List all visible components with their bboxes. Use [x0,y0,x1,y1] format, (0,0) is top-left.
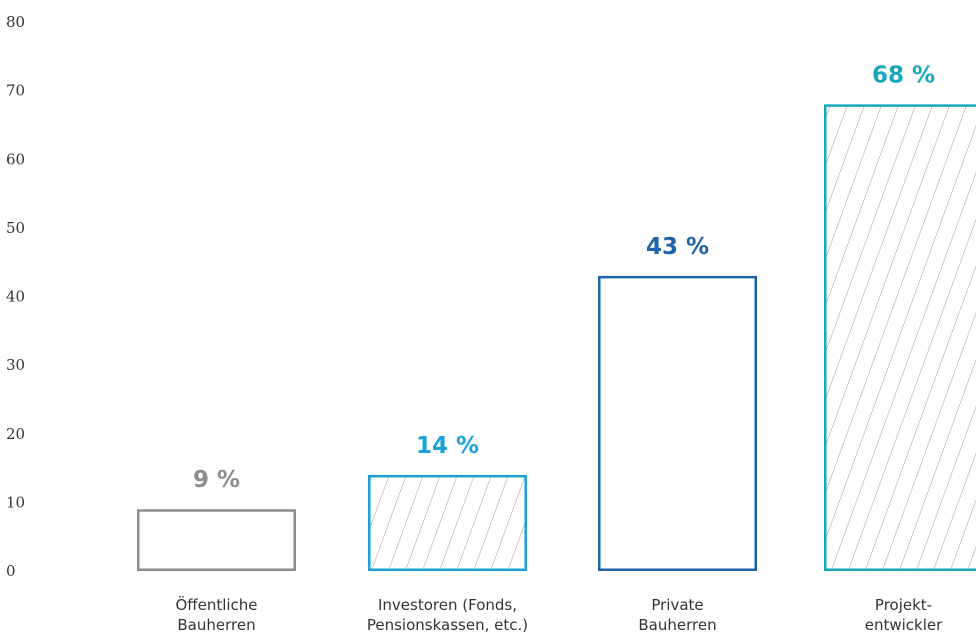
bar [137,509,296,571]
y-tick-label: 70 [6,82,25,100]
y-tick-label: 80 [6,13,25,31]
x-category-label: Private [651,596,703,614]
bar [598,275,757,571]
value-labels: 9 % 14 % 43 % 68 % [193,62,935,493]
bar-value-label: 14 % [416,433,479,459]
x-category-label: Projekt- [875,596,932,614]
bar-value-label: 43 % [646,234,709,260]
x-category-label: Bauherren [177,616,255,634]
x-axis-labels: Öffentliche Bauherren Investoren (Fonds, Pe… [175,595,943,634]
bars [137,104,976,571]
y-tick-label: 0 [6,562,16,580]
x-category-label: Bauherren [638,616,716,634]
bar [824,104,976,571]
x-category-label: Investoren (Fonds, [378,596,517,614]
y-tick-label: 30 [6,356,25,374]
y-tick-label: 60 [6,150,25,168]
bar-value-label: 68 % [872,62,935,88]
y-tick-label: 40 [6,288,25,306]
y-tick-label: 50 [6,219,25,237]
x-category-label: entwickler [865,616,943,634]
bar-value-label: 9 % [193,467,240,493]
x-category-label: Pensionskassen, etc.) [367,616,528,634]
bar [368,474,527,571]
y-tick-label: 20 [6,425,25,443]
x-category-label: Öffentliche [175,595,257,614]
y-tick-label: 10 [6,493,25,511]
y-axis: 0 10 20 30 40 50 60 70 80 [6,13,25,580]
